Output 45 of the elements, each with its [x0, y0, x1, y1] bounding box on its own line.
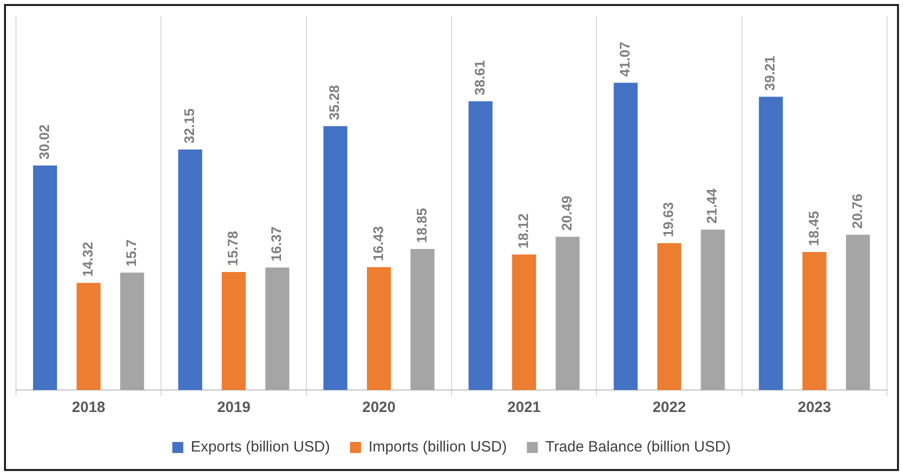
bar — [222, 272, 246, 390]
x-tick-label: 2022 — [652, 399, 686, 416]
data-label: 15.78 — [224, 230, 241, 266]
bar — [556, 236, 580, 390]
data-label: 20.49 — [558, 195, 574, 231]
bar — [614, 82, 638, 390]
legend-label: Trade Balance (billion USD) — [545, 438, 731, 456]
x-tick-label: 2021 — [507, 399, 541, 416]
data-label: 18.12 — [514, 213, 531, 248]
bar — [700, 230, 725, 390]
bar — [657, 243, 682, 390]
bar — [758, 96, 783, 390]
bar — [846, 234, 870, 390]
x-tick-label: 2019 — [217, 399, 250, 416]
bar — [512, 254, 536, 390]
data-label: 19.63 — [660, 202, 676, 238]
data-label: 18.85 — [413, 208, 430, 243]
x-tick-label: 2018 — [72, 399, 106, 416]
data-label: 18.45 — [805, 210, 822, 246]
bar — [802, 252, 826, 390]
data-label: 14.32 — [79, 242, 96, 277]
bar — [33, 165, 58, 390]
data-label: 21.44 — [704, 188, 720, 224]
x-tick-label: 2020 — [362, 399, 396, 416]
data-label: 32.15 — [181, 108, 198, 144]
bar — [76, 282, 101, 390]
data-label: 15.7 — [122, 239, 139, 267]
bar — [468, 101, 493, 390]
legend-label: Exports (billion USD) — [190, 438, 330, 456]
legend-label: Imports (billion USD) — [368, 438, 507, 456]
bar — [323, 126, 348, 390]
bar — [410, 249, 434, 390]
data-label: 16.43 — [370, 226, 386, 262]
data-label: 39.21 — [762, 55, 778, 91]
data-label: 16.37 — [268, 226, 284, 262]
bar — [366, 267, 391, 390]
data-label: 38.61 — [471, 60, 488, 96]
x-tick-label: 2023 — [798, 399, 832, 416]
bar — [120, 272, 144, 390]
data-label: 41.07 — [616, 42, 633, 77]
data-label: 35.28 — [326, 84, 342, 120]
bar — [178, 150, 202, 390]
data-label: 30.02 — [36, 124, 52, 160]
bar — [265, 268, 290, 390]
data-label: 20.76 — [848, 193, 865, 229]
